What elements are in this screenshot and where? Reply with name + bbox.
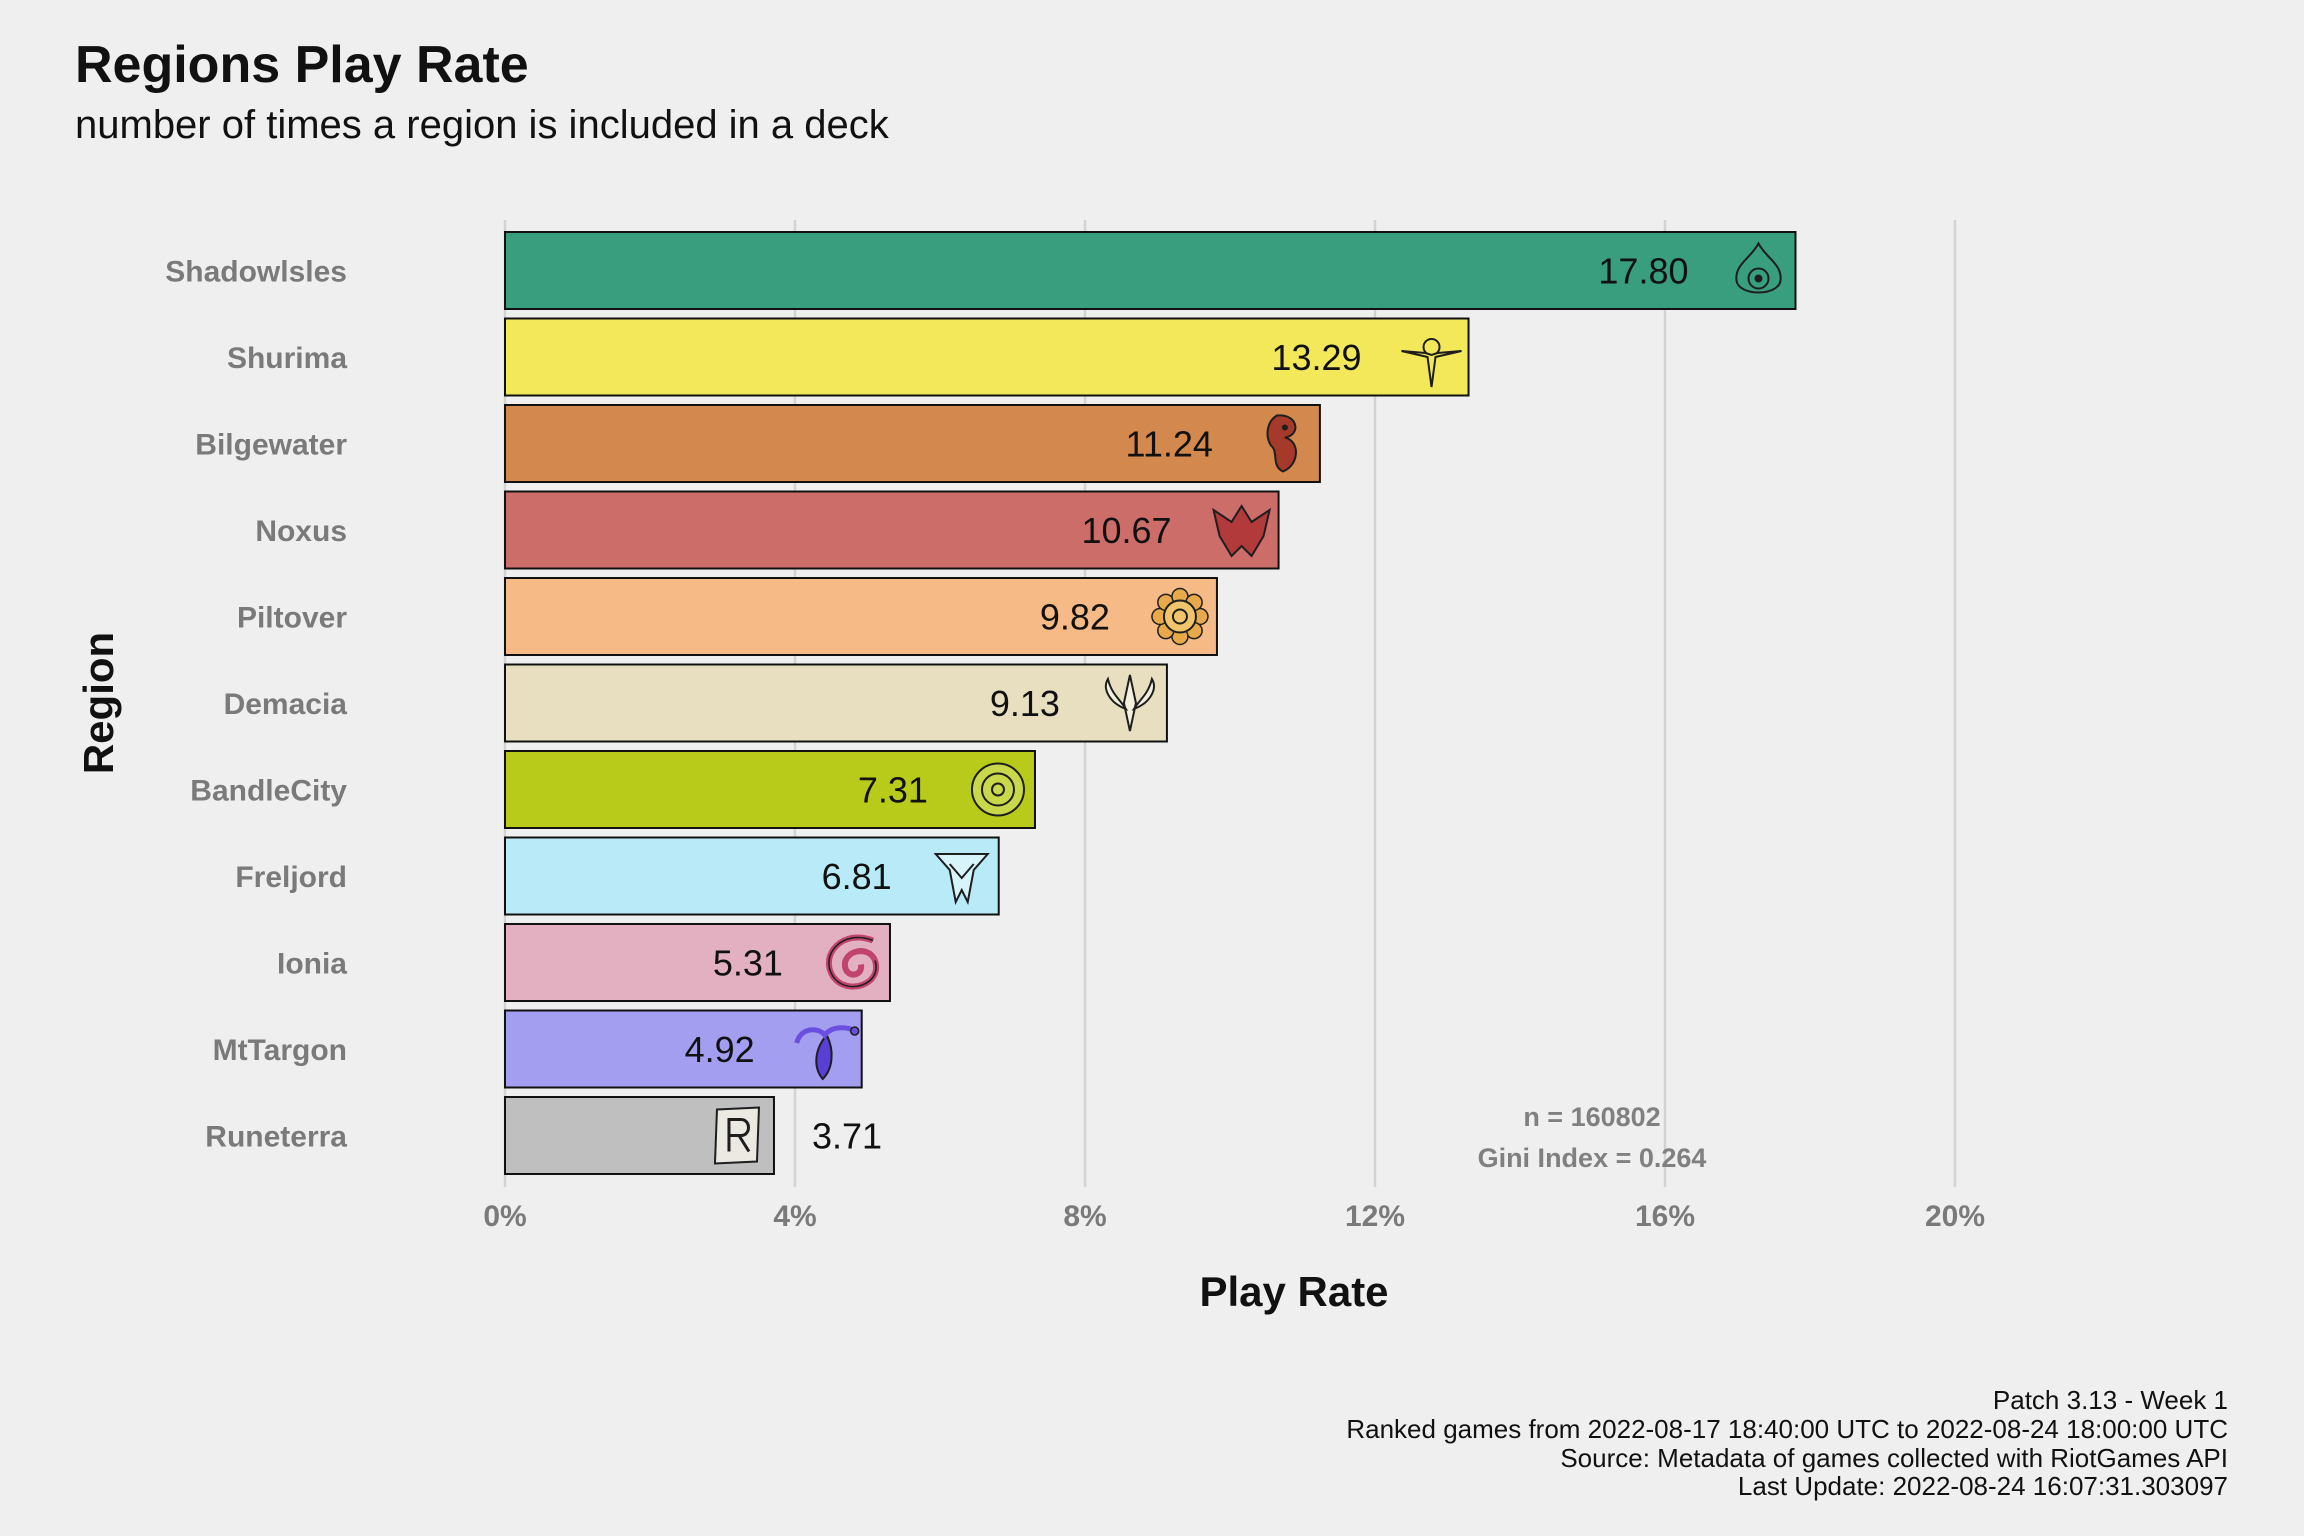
x-tick-label: 8% (1063, 1200, 1106, 1233)
icon-shape (815, 1033, 833, 1081)
shadow-isles-icon (1735, 241, 1782, 294)
demacia-icon (1104, 674, 1155, 732)
icon-shape (1212, 504, 1272, 558)
bar-layer (504, 231, 1797, 1175)
x-tick-label: 0% (483, 1200, 526, 1233)
icon-shape (1171, 608, 1188, 625)
x-tick-label: 12% (1345, 1200, 1405, 1233)
icon-shape (1281, 424, 1288, 431)
x-tick-label: 16% (1635, 1200, 1695, 1233)
data-label: 9.13 (990, 683, 1060, 724)
icon-shape (948, 863, 975, 880)
icon-shape (849, 1026, 860, 1036)
data-label: 7.31 (858, 770, 928, 811)
bar (504, 750, 1036, 829)
bandle-city-icon (970, 762, 1025, 817)
caption-line: Source: Metadata of games collected with… (1560, 1443, 2228, 1473)
x-axis-title: Play Rate (1199, 1268, 1388, 1315)
bar (504, 663, 1168, 743)
caption-line: Last Update: 2022-08-24 16:07:31.303097 (1738, 1471, 2228, 1501)
caption-line: Patch 3.13 - Week 1 (1993, 1385, 2228, 1415)
shurima-icon (1401, 338, 1462, 388)
bar (504, 317, 1470, 397)
bar (504, 404, 1321, 483)
icon-shape (970, 762, 1025, 817)
data-label: 10.67 (1081, 510, 1171, 551)
icon-shape (1747, 267, 1770, 290)
category-label: Ionia (277, 948, 347, 981)
caption-line: Ranked games from 2022-08-17 18:40:00 UT… (1346, 1414, 2228, 1444)
bar (504, 490, 1280, 570)
icon-shape (990, 782, 1005, 797)
category-label: Demacia (224, 688, 348, 721)
noxus-icon (1212, 504, 1272, 558)
piltover-icon (1151, 587, 1209, 646)
icon-shape (727, 1118, 751, 1153)
freljord-icon (933, 853, 990, 906)
icon-shape (1401, 350, 1462, 388)
x-tick-label: 20% (1925, 1200, 1985, 1233)
icon-shape (1162, 599, 1197, 634)
icon-shape (828, 936, 877, 988)
sample-size-note: n = 160802 (1523, 1102, 1660, 1132)
data-label: 13.29 (1271, 337, 1361, 378)
x-tick-label: 4% (773, 1200, 816, 1233)
category-label: Freljord (235, 861, 347, 894)
icon-shape (1104, 676, 1129, 711)
data-label: 17.80 (1598, 251, 1688, 292)
icon-shape (980, 772, 1015, 807)
category-label: Piltover (237, 602, 347, 635)
icon-shape (794, 1025, 857, 1044)
category-label: Shadowlsles (165, 256, 347, 289)
data-label: 3.71 (812, 1116, 882, 1157)
bar (504, 923, 891, 1002)
category-label: BandleCity (190, 775, 347, 808)
bar (504, 231, 1797, 310)
label-layer: 0% 4% 8% 12% 16% 20% Shadowlsles 17.80 Shurima 13… (165, 241, 1985, 1233)
data-label: 6.81 (822, 856, 892, 897)
icon-shape (1122, 674, 1137, 732)
gini-index-note: Gini Index = 0.264 (1478, 1143, 1707, 1173)
data-label: 11.24 (1125, 424, 1212, 465)
category-label: MtTargon (213, 1034, 347, 1067)
bar (504, 836, 1000, 916)
icon-shape (1754, 274, 1763, 283)
category-label: Noxus (255, 515, 347, 548)
bar (504, 577, 1218, 656)
data-label: 9.82 (1040, 597, 1110, 638)
chart-subtitle: number of times a region is included in … (75, 103, 890, 147)
data-label: 4.92 (685, 1029, 755, 1070)
chart-title: Regions Play Rate (75, 36, 529, 94)
category-label: Shurima (227, 342, 347, 375)
icon-shape (1266, 414, 1297, 473)
y-axis-title: Region (75, 632, 122, 774)
data-label: 5.31 (713, 943, 783, 984)
runeterra-icon (713, 1106, 761, 1165)
category-label: Bilgewater (195, 429, 347, 462)
mt-targon-icon (794, 1025, 860, 1081)
ionia-icon (825, 934, 880, 990)
bar (504, 1009, 863, 1089)
icon-shape (1131, 676, 1155, 711)
category-label: Runeterra (205, 1121, 347, 1154)
bilgewater-icon (1266, 414, 1297, 473)
